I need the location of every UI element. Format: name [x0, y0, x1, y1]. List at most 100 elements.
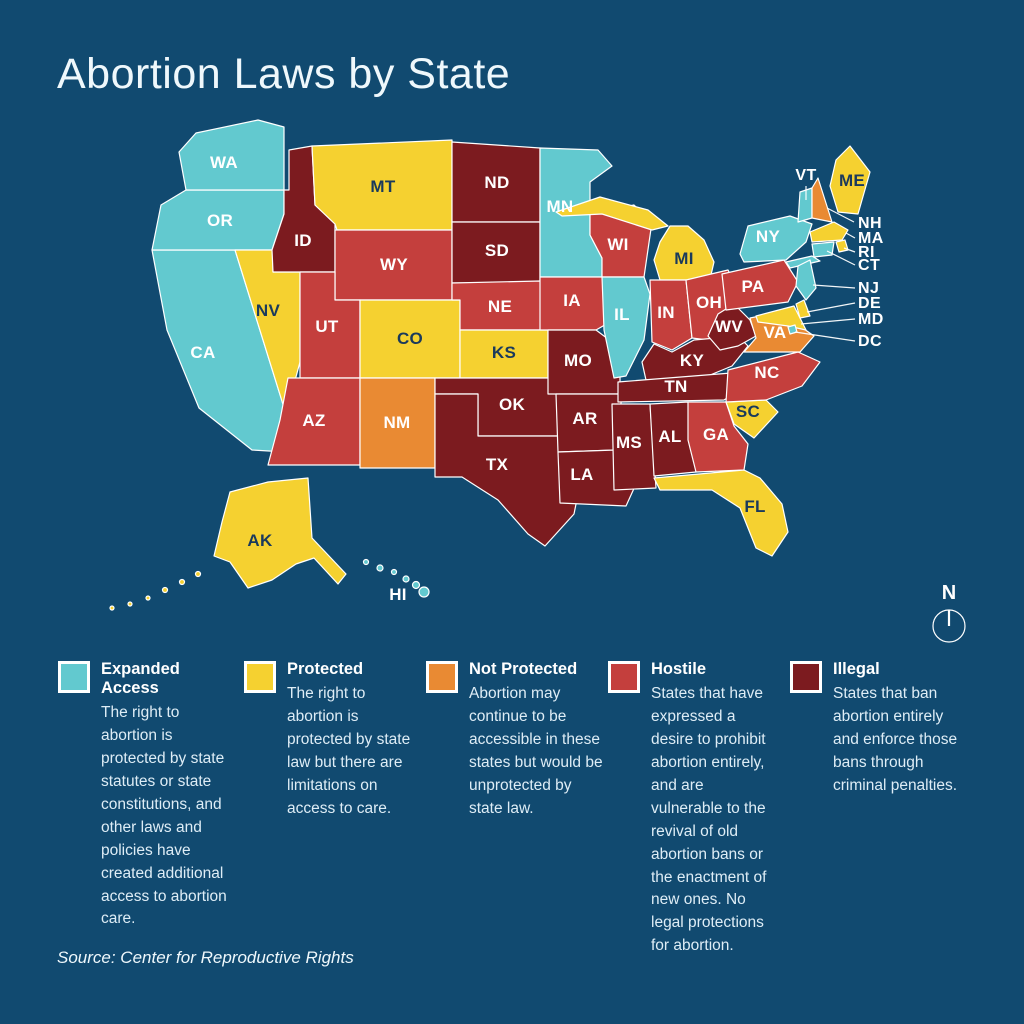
state-TX — [434, 393, 581, 547]
legend-label: Hostile — [651, 660, 707, 678]
state-NY — [739, 215, 821, 269]
state-MA — [809, 221, 849, 243]
state-NJ — [795, 259, 817, 301]
states-layer — [109, 119, 871, 611]
state-DE — [795, 299, 811, 319]
state-label-TN: TN — [664, 377, 687, 396]
state-label-NM: NM — [383, 413, 410, 432]
callout-leaders — [794, 186, 856, 342]
leader-line-md — [800, 318, 856, 325]
state-label-SD: SD — [485, 241, 509, 260]
state-label-MO: MO — [564, 351, 592, 370]
state-label-NY: NY — [756, 227, 781, 246]
leader-line-ct — [826, 250, 856, 266]
state-label-CO: CO — [397, 329, 423, 348]
legend-swatch-hostile — [608, 661, 640, 693]
state-RI — [835, 239, 849, 253]
state-label-OR: OR — [207, 211, 233, 230]
state-label-VA: VA — [764, 323, 787, 342]
callout-label-nj: NJ — [858, 280, 879, 297]
leader-line-nj — [812, 284, 856, 289]
leader-line-ri — [843, 247, 856, 253]
state-label-IN: IN — [657, 303, 675, 322]
state-label-ID: ID — [294, 231, 312, 250]
state-labels-layer: WA OR CA NV ID MT WY UT CO AZ NM ND SD NE KS OK TX MN IA MO… — [190, 153, 865, 604]
legend-text-hostile: Hostile States that have expressed a des… — [651, 660, 768, 958]
state-label-AZ: AZ — [302, 411, 325, 430]
state-label-MT: MT — [370, 177, 395, 196]
state-label-PA: PA — [742, 277, 765, 296]
state-label-WY: WY — [380, 255, 408, 274]
legend-item-illegal: Illegal States that ban abortion entirel… — [790, 660, 968, 798]
legend-swatch-protected — [244, 661, 276, 693]
legend-text-illegal: Illegal States that ban abortion entirel… — [833, 660, 968, 798]
state-label-ND: ND — [484, 173, 509, 192]
legend-description: The right to abortion is protected by st… — [287, 685, 411, 817]
state-label-KS: KS — [492, 343, 516, 362]
legend-description: States that have expressed a desire to p… — [651, 685, 767, 955]
state-CT — [811, 241, 835, 258]
legend-item-not-protected: Not Protected Abortion may continue to b… — [426, 660, 604, 821]
callout-label-nh: NH — [858, 215, 882, 232]
state-label-MI: MI — [674, 249, 693, 268]
state-AK — [109, 477, 347, 611]
state-label-KY: KY — [680, 351, 705, 370]
legend-description: Abortion may continue to be accessible i… — [469, 685, 603, 817]
state-label-AL: AL — [658, 427, 681, 446]
state-label-LA: LA — [570, 465, 593, 484]
state-label-AK: AK — [247, 531, 273, 550]
source-credit: Source: Center for Reproductive Rights — [57, 948, 354, 967]
leader-line-ma — [845, 232, 856, 239]
callout-label-ma: MA — [858, 230, 884, 247]
state-label-WA: WA — [210, 153, 238, 172]
leader-line-dc — [794, 331, 856, 342]
state-label-IA: IA — [563, 291, 581, 310]
callout-labels: VT NH MA RI CT NJ DE MD DC — [795, 167, 883, 350]
state-ME — [829, 145, 871, 215]
legend-swatch-not-protected — [426, 661, 458, 693]
state-label-TX: TX — [486, 455, 509, 474]
state-label-WV: WV — [715, 317, 743, 336]
state-label-HI: HI — [389, 585, 407, 604]
legend-description: The right to abortion is protected by st… — [101, 704, 227, 928]
callout-label-vt: VT — [795, 167, 816, 184]
state-FL — [653, 469, 789, 557]
state-label-ME: ME — [839, 171, 865, 190]
legend-text-expanded-access: Expanded Access The right to abortion is… — [101, 660, 236, 931]
callout-label-de: DE — [858, 295, 881, 312]
compass: N — [932, 582, 966, 643]
state-label-SC: SC — [736, 402, 760, 421]
page-title: Abortion Laws by State — [57, 50, 511, 98]
state-MD — [755, 305, 807, 331]
state-IN — [649, 279, 693, 351]
callout-label-ri: RI — [858, 244, 875, 261]
state-label-MS: MS — [616, 433, 642, 452]
state-AZ — [267, 377, 361, 466]
state-MS — [611, 403, 657, 491]
callout-label-dc: DC — [858, 333, 882, 350]
legend-swatch-illegal — [790, 661, 822, 693]
callout-label-md: MD — [858, 311, 884, 328]
leader-line-nh — [826, 207, 855, 223]
legend-item-expanded-access: Expanded Access The right to abortion is… — [58, 660, 236, 931]
state-PA — [721, 259, 799, 311]
state-label-FL: FL — [744, 497, 765, 516]
state-NH — [811, 177, 833, 223]
legend-text-not-protected: Not Protected Abortion may continue to b… — [469, 660, 604, 821]
state-label-NC: NC — [754, 363, 779, 382]
legend-label: Protected — [287, 660, 364, 678]
state-VT — [797, 187, 813, 223]
legend-label: Expanded Access — [101, 660, 180, 697]
state-label-OH: OH — [696, 293, 722, 312]
state-label-AR: AR — [572, 409, 597, 428]
compass-north-label: N — [942, 582, 956, 604]
state-label-IL: IL — [614, 305, 630, 324]
state-label-NV: NV — [256, 301, 281, 320]
state-label-NE: NE — [488, 297, 512, 316]
legend-label: Illegal — [833, 660, 880, 678]
legend-item-hostile: Hostile States that have expressed a des… — [608, 660, 768, 958]
legend-description: States that ban abortion entirely and en… — [833, 685, 958, 794]
state-HI — [362, 558, 430, 598]
leader-line-de — [806, 302, 856, 313]
